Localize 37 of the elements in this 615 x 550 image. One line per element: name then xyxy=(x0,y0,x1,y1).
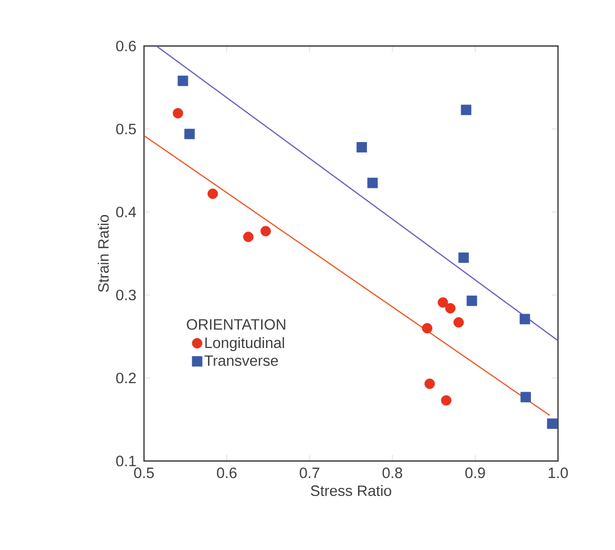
point xyxy=(424,378,435,390)
point xyxy=(520,392,531,402)
x-axis-title: Stress Ratio xyxy=(310,485,392,496)
point xyxy=(208,188,218,199)
legend-label: Transverse xyxy=(204,355,278,366)
y-tick-label: 0.6 xyxy=(116,40,136,52)
y-tick-label: 0.1 xyxy=(116,456,136,466)
x-tick-label: 0.8 xyxy=(382,468,402,478)
y-tick-label: 0.5 xyxy=(116,124,136,134)
point xyxy=(172,108,184,118)
y-tick-label: 0.3 xyxy=(116,290,136,300)
point xyxy=(260,226,271,236)
point xyxy=(520,314,530,324)
point xyxy=(356,142,367,152)
point xyxy=(460,104,472,116)
x-tick-label: 0.5 xyxy=(134,468,154,478)
point xyxy=(178,76,188,86)
point xyxy=(445,303,456,314)
x-tick-label: 1.0 xyxy=(548,468,568,478)
point xyxy=(441,395,452,406)
point xyxy=(438,297,448,308)
legend-title: ORIENTATION xyxy=(186,319,286,330)
y-tick-label: 0.2 xyxy=(116,372,136,384)
point xyxy=(453,317,464,328)
point xyxy=(422,323,432,334)
y-tick-label: 0.4 xyxy=(116,206,136,218)
point xyxy=(184,128,195,140)
legend-label: Longitudinal xyxy=(205,337,284,352)
point xyxy=(458,252,469,263)
point xyxy=(547,418,558,429)
x-tick-label: 0.6 xyxy=(216,468,237,478)
x-tick-label: 0.9 xyxy=(465,468,485,478)
y-axis-title: Strain Ratio xyxy=(98,214,109,292)
point xyxy=(466,296,478,306)
point xyxy=(367,178,378,188)
point xyxy=(243,232,254,242)
x-tick-label: 0.7 xyxy=(300,468,320,478)
